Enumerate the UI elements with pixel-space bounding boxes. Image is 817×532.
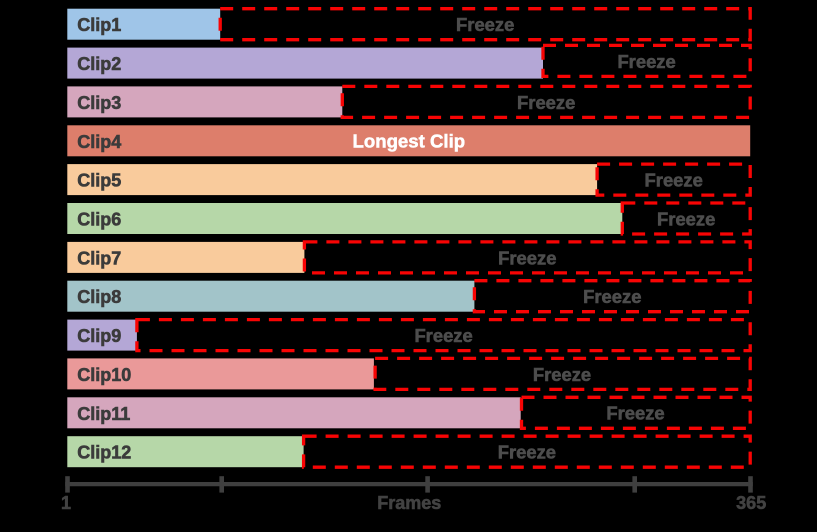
svg-text:Freeze: Freeze	[498, 442, 556, 463]
svg-text:Clip3: Clip3	[77, 93, 121, 113]
svg-text:Clip5: Clip5	[77, 171, 121, 191]
svg-text:365: 365	[736, 493, 766, 513]
svg-text:Freeze: Freeze	[456, 14, 514, 35]
svg-text:Freeze: Freeze	[498, 247, 556, 268]
svg-text:Clip8: Clip8	[77, 287, 121, 307]
svg-text:Freeze: Freeze	[617, 51, 675, 72]
svg-text:Clip9: Clip9	[77, 326, 121, 346]
svg-text:Clip2: Clip2	[77, 54, 121, 74]
svg-text:Freeze: Freeze	[606, 403, 664, 424]
svg-text:Clip10: Clip10	[77, 365, 131, 385]
svg-text:Freeze: Freeze	[533, 364, 591, 385]
svg-text:Clip6: Clip6	[77, 210, 121, 230]
svg-text:Clip7: Clip7	[77, 248, 121, 268]
svg-text:Freeze: Freeze	[645, 170, 703, 191]
svg-text:Clip12: Clip12	[77, 443, 131, 463]
svg-text:Clip4: Clip4	[77, 132, 121, 152]
svg-text:Freeze: Freeze	[657, 208, 715, 229]
svg-text:Freeze: Freeze	[414, 325, 472, 346]
svg-text:Longest Clip: Longest Clip	[353, 131, 466, 152]
svg-text:Freeze: Freeze	[517, 92, 575, 113]
svg-text:Frames: Frames	[377, 493, 441, 513]
svg-text:Freeze: Freeze	[583, 286, 641, 307]
svg-text:1: 1	[61, 493, 71, 513]
svg-text:Clip1: Clip1	[77, 15, 121, 35]
svg-text:Clip11: Clip11	[77, 404, 130, 424]
